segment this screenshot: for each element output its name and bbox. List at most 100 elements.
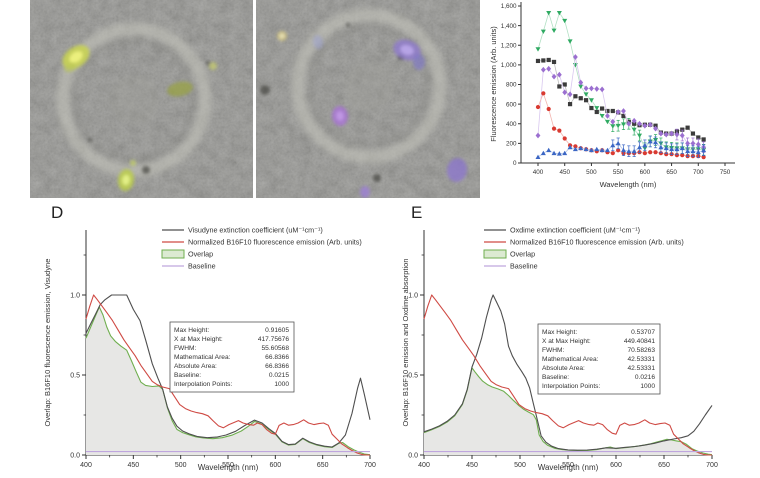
stats-value: 0.0216: [635, 374, 656, 381]
marker-triangle-up: [610, 142, 616, 148]
marker-square: [680, 127, 685, 132]
debris-speck: [373, 174, 381, 182]
marker-square: [605, 108, 610, 114]
marker-circle: [680, 153, 685, 158]
marker-square: [701, 137, 706, 142]
x-tick-label: 700: [364, 462, 376, 469]
marker-diamond: [546, 65, 552, 72]
fluorescent-patch-core: [121, 174, 131, 186]
marker-triangle-up: [679, 145, 685, 151]
marker-triangle-up: [594, 146, 600, 152]
marker-triangle-down: [535, 47, 541, 52]
fluorescent-patch: [446, 158, 468, 182]
marker-diamond: [626, 120, 632, 127]
x-tick-label: 450: [127, 462, 139, 469]
y-tick-label: 0: [513, 160, 517, 167]
marker-diamond: [647, 121, 653, 128]
x-tick-label: 700: [706, 462, 718, 469]
x-tick-label: 600: [640, 169, 651, 176]
marker-triangle-up: [658, 144, 664, 150]
marker-triangle-up: [685, 148, 691, 154]
legend-label: Overlap: [510, 249, 535, 258]
visudyne-overlap-chart: 0.0 0.5 1.0 400 450 500 550 600 650 700 Wavelength…: [43, 225, 376, 472]
legend-swatch-area: [161, 249, 185, 259]
marker-triangle-up: [572, 146, 578, 152]
marker-circle: [562, 136, 567, 141]
stats-value: 55.60568: [261, 345, 289, 352]
marker-diamond: [695, 141, 701, 148]
y-tick-label: 1.0: [408, 292, 418, 299]
stats-label: X at Max Height:: [174, 336, 223, 343]
marker-diamond: [573, 54, 578, 60]
stats-value: 449.40841: [624, 338, 656, 345]
marker-square: [600, 106, 605, 111]
marker-triangle-up: [588, 147, 594, 153]
marker-square: [685, 125, 690, 130]
marker-diamond: [653, 125, 658, 132]
stats-label: Mathematical Area:: [174, 354, 231, 361]
legend-label: Baseline: [188, 261, 216, 270]
marker-diamond: [631, 117, 637, 124]
stats-value: 42.53331: [627, 365, 655, 372]
spheroid-center-haze: [109, 75, 159, 125]
x-tick-label: 450: [559, 169, 570, 176]
stats-value: 417.75676: [258, 336, 290, 343]
marker-triangle-up: [604, 147, 610, 153]
marker-triangle-up: [551, 150, 557, 156]
marker-circle: [610, 151, 615, 156]
x-tick-label: 500: [175, 462, 187, 469]
micrograph-brightfield-purple: [256, 0, 480, 198]
marker-triangle-up: [663, 145, 669, 151]
y-tick-label: 600: [506, 101, 517, 108]
marker-triangle-up: [674, 146, 680, 152]
emission-curve: [85, 294, 370, 456]
x-tick-label: 500: [586, 169, 597, 176]
y-tick-label: 200: [506, 141, 517, 148]
marker-circle: [541, 91, 546, 96]
marker-square: [621, 113, 626, 118]
x-tick-label: 600: [610, 462, 622, 469]
x-tick-label: 400: [418, 462, 430, 469]
marker-diamond: [610, 118, 616, 125]
debris-speck: [206, 61, 210, 65]
x-tick-label: 500: [514, 462, 526, 469]
marker-diamond: [556, 71, 562, 78]
y-tick-label: 1,600: [501, 3, 517, 10]
stats-value: 1000: [274, 381, 289, 388]
marker-square: [610, 108, 615, 114]
stats-value: 70.58263: [627, 347, 655, 354]
stats-label: Interpolation Points:: [174, 381, 232, 388]
marker-triangle-down: [556, 10, 562, 16]
marker-triangle-up: [583, 146, 589, 152]
marker-circle: [551, 126, 557, 131]
stats-label: Max Height:: [542, 329, 577, 336]
stats-value: 66.8366: [265, 363, 289, 370]
marker-diamond: [535, 132, 541, 139]
marker-triangle-down: [540, 29, 546, 35]
fluorescent-patch: [413, 54, 425, 70]
marker-triangle-down: [631, 127, 637, 133]
marker-diamond: [637, 120, 642, 127]
marker-diamond: [540, 66, 546, 73]
marker-triangle-down: [610, 124, 616, 129]
x-axis-title: Wavelength (nm): [198, 463, 259, 472]
y-tick-label: 1.0: [70, 292, 80, 299]
stats-box: [537, 323, 661, 395]
marker-square: [696, 135, 701, 140]
marker-triangle-up: [701, 147, 707, 153]
legend-label: Overlap: [188, 249, 213, 258]
marker-triangle-down: [562, 18, 568, 24]
marker-triangle-up: [567, 144, 573, 150]
marker-triangle-down: [551, 28, 557, 34]
spheroid-ring-inner-shadow: [307, 24, 431, 148]
marker-diamond: [658, 130, 664, 137]
series-line: [537, 56, 704, 148]
x-tick-label: 400: [80, 462, 92, 469]
stats-label: Max Height:: [174, 327, 209, 334]
marker-triangle-up: [637, 144, 643, 150]
marker-diamond: [642, 122, 648, 129]
debris-speck: [346, 23, 350, 27]
marker-square: [541, 58, 546, 63]
series-black-square: [535, 57, 706, 142]
y-tick-label: 800: [506, 82, 517, 89]
